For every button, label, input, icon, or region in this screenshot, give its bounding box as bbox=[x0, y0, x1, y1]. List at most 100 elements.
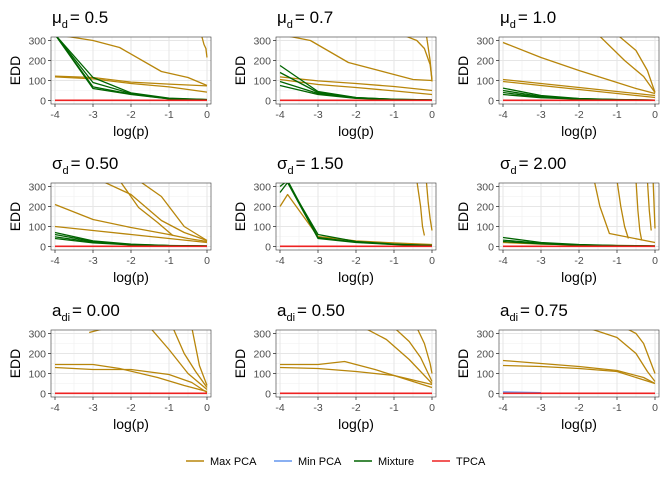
x-tick-label: -2 bbox=[574, 255, 583, 267]
x-axis-title: log(p) bbox=[561, 269, 597, 285]
x-tick-label: 0 bbox=[204, 402, 210, 414]
legend-label: Min PCA bbox=[298, 456, 342, 468]
title-symbol: a bbox=[52, 301, 62, 320]
title-symbol: σ bbox=[52, 154, 63, 173]
plot-border bbox=[498, 36, 660, 105]
x-tick-label: -2 bbox=[126, 402, 135, 414]
x-tick-label: -2 bbox=[351, 255, 360, 267]
y-tick-label: 100 bbox=[476, 76, 494, 88]
y-tick-label: 0 bbox=[40, 96, 46, 108]
y-tick-label: 100 bbox=[476, 222, 494, 234]
y-tick-label: 200 bbox=[28, 349, 46, 361]
y-tick-label: 200 bbox=[253, 56, 271, 68]
series-group bbox=[502, 330, 656, 395]
title-subscript: di bbox=[61, 312, 70, 324]
legend-item: Mixture bbox=[354, 456, 414, 468]
x-tick-label: -3 bbox=[88, 402, 97, 414]
chart-panel: -4 -3 -2 -1 0 0 100 200 300 μd = 0.5 log(p) EDD bbox=[7, 8, 212, 139]
title-value: = 1.0 bbox=[518, 8, 556, 27]
title-subscript: d bbox=[62, 19, 68, 31]
x-tick-label: -1 bbox=[612, 109, 621, 121]
x-tick-label: 0 bbox=[429, 109, 435, 121]
series-line-max-pca bbox=[592, 330, 656, 382]
x-axis-title: log(p) bbox=[338, 416, 374, 432]
x-axis-title: log(p) bbox=[113, 123, 149, 139]
x-tick-label: -4 bbox=[498, 402, 507, 414]
y-tick-label: 300 bbox=[253, 329, 271, 341]
y-tick-label: 100 bbox=[28, 76, 46, 88]
x-tick-label: -1 bbox=[164, 109, 173, 121]
x-tick-label: -2 bbox=[351, 402, 360, 414]
title-value: = 1.50 bbox=[296, 154, 344, 173]
y-axis-title: EDD bbox=[7, 202, 23, 232]
title-symbol: a bbox=[277, 301, 287, 320]
x-tick-label: -2 bbox=[574, 109, 583, 121]
plot-border bbox=[50, 36, 212, 105]
x-tick-label: -3 bbox=[313, 402, 322, 414]
title-value: = 0.5 bbox=[70, 8, 108, 27]
y-tick-label: 0 bbox=[488, 242, 494, 254]
legend-item: Max PCA bbox=[186, 456, 257, 468]
x-tick-label: -3 bbox=[536, 255, 545, 267]
x-tick-label: -1 bbox=[612, 255, 621, 267]
series-group bbox=[502, 37, 656, 102]
series-line-max-pca bbox=[89, 330, 102, 334]
plot-border bbox=[275, 329, 437, 398]
series-group bbox=[54, 183, 208, 248]
x-tick-label: -3 bbox=[536, 402, 545, 414]
chart-panel: -4 -3 -2 -1 0 0 100 200 300 adi = 0.00 log(p) EDD bbox=[7, 301, 212, 432]
y-tick-label: 300 bbox=[28, 36, 46, 48]
plot-border bbox=[498, 182, 660, 251]
title-subscript: di bbox=[509, 312, 518, 324]
x-tick-label: 0 bbox=[652, 109, 658, 121]
series-line-max-pca bbox=[502, 78, 656, 97]
legend-item: Min PCA bbox=[274, 456, 342, 468]
panel-title: adi = 0.50 bbox=[277, 301, 345, 324]
series-line-max-pca bbox=[191, 330, 208, 386]
y-axis-title: EDD bbox=[455, 56, 471, 86]
x-tick-label: -3 bbox=[313, 109, 322, 121]
legend-label: Max PCA bbox=[210, 456, 257, 468]
y-tick-label: 100 bbox=[28, 369, 46, 381]
series-line-max-pca bbox=[627, 330, 656, 374]
y-axis-title: EDD bbox=[232, 56, 248, 86]
panel-title: μd = 1.0 bbox=[500, 8, 556, 31]
panel-title: σd = 2.00 bbox=[500, 154, 566, 177]
x-tick-label: -4 bbox=[275, 109, 284, 121]
panel-title: adi = 0.75 bbox=[500, 301, 568, 324]
series-line-max-pca bbox=[426, 37, 433, 82]
plot-border bbox=[498, 329, 660, 398]
title-symbol: a bbox=[500, 301, 510, 320]
x-axis-title: log(p) bbox=[113, 416, 149, 432]
x-tick-label: 0 bbox=[652, 402, 658, 414]
y-tick-label: 300 bbox=[253, 36, 271, 48]
y-tick-label: 0 bbox=[40, 389, 46, 401]
chart-panel: -4 -3 -2 -1 0 0 100 200 300 adi = 0.75 log(p) EDD bbox=[455, 301, 660, 432]
series-line-max-pca bbox=[66, 37, 208, 87]
series-line-max-pca bbox=[395, 330, 433, 382]
series-line-max-pca bbox=[54, 366, 208, 394]
series-group bbox=[502, 183, 656, 248]
y-tick-label: 300 bbox=[476, 182, 494, 194]
title-value: = 0.75 bbox=[520, 301, 568, 320]
panel-title: σd = 0.50 bbox=[52, 154, 118, 177]
x-tick-label: -4 bbox=[275, 255, 284, 267]
title-symbol: σ bbox=[277, 154, 288, 173]
x-tick-label: -3 bbox=[313, 255, 322, 267]
chart-panel: -4 -3 -2 -1 0 0 100 200 300 σd = 0.50 log(p) EDD bbox=[7, 154, 212, 285]
y-tick-label: 300 bbox=[28, 182, 46, 194]
chart-panel: -4 -3 -2 -1 0 0 100 200 300 μd = 1.0 log(p) EDD bbox=[455, 8, 660, 139]
series-group bbox=[279, 37, 433, 102]
x-tick-label: -1 bbox=[164, 402, 173, 414]
y-tick-label: 0 bbox=[488, 389, 494, 401]
x-tick-label: -1 bbox=[389, 109, 398, 121]
series-group bbox=[54, 37, 208, 102]
panel-title: μd = 0.7 bbox=[277, 8, 333, 31]
y-tick-label: 0 bbox=[40, 242, 46, 254]
series-line-max-pca bbox=[618, 37, 656, 93]
series-line-max-pca bbox=[120, 183, 174, 236]
y-tick-label: 200 bbox=[476, 202, 494, 214]
panel-title: σd = 1.50 bbox=[277, 154, 343, 177]
y-axis-title: EDD bbox=[455, 349, 471, 379]
